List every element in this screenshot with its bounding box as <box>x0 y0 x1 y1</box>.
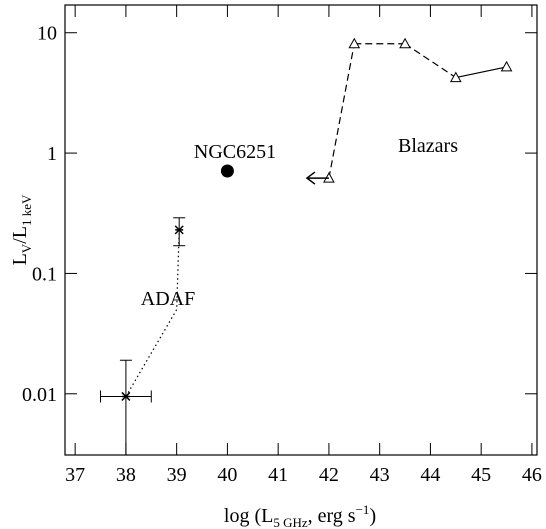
y-axis-label: LV/L1 keV <box>9 194 34 265</box>
x-tick-label: 41 <box>268 464 288 486</box>
connector <box>455 66 507 79</box>
model-curve <box>125 229 180 397</box>
data-point <box>220 164 234 178</box>
plot-frame <box>64 4 538 456</box>
x-tick-label: 45 <box>471 464 491 486</box>
series-label: ADAF <box>141 288 195 310</box>
x-tick-label: 40 <box>217 464 237 486</box>
x-tick-label: 37 <box>65 464 85 486</box>
y-tick-label: 1 <box>47 143 57 165</box>
data-point <box>174 225 184 235</box>
x-tick-label: 43 <box>370 464 390 486</box>
series-label: NGC6251 <box>194 141 276 163</box>
x-tick-label: 38 <box>116 464 136 486</box>
x-tick-label: 42 <box>319 464 339 486</box>
x-tick-label: 44 <box>420 464 440 486</box>
x-tick-label: 46 <box>522 464 542 486</box>
upper-limit-arrow <box>305 171 329 185</box>
data-point <box>348 37 361 49</box>
y-tick-label: 0.1 <box>32 263 57 285</box>
y-tick-label: 0.01 <box>22 384 57 406</box>
data-point <box>449 71 462 83</box>
x-tick-label: 39 <box>167 464 187 486</box>
connector <box>328 43 355 179</box>
data-point <box>500 60 513 72</box>
data-point <box>399 37 411 49</box>
x-axis-label: log (L5 GHz, erg s−1) <box>224 502 376 529</box>
data-point <box>121 391 131 401</box>
y-tick-label: 10 <box>37 23 57 45</box>
series-label: Blazars <box>398 135 458 157</box>
connector <box>404 43 457 79</box>
